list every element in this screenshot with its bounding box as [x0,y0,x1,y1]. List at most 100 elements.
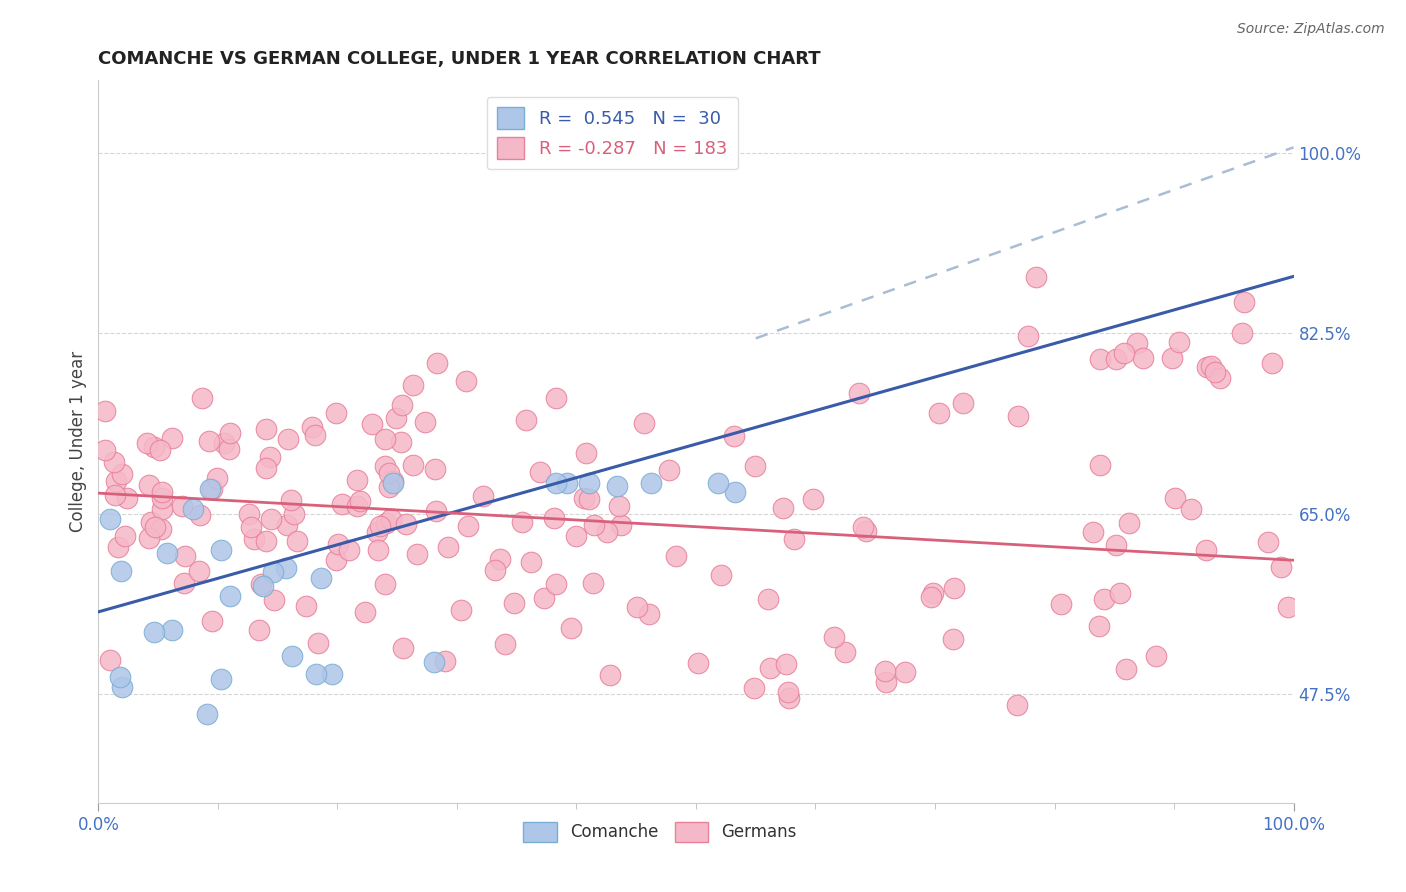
Point [188,564,211,578]
Point [546,391,568,405]
Point [709,140,731,154]
Point [855,524,877,538]
Point [114,529,136,543]
Point [564,529,586,543]
Point [520,555,543,569]
Point [578,475,600,490]
Point [1180,502,1202,516]
Point [325,553,347,567]
Point [1160,351,1182,366]
Point [1230,326,1253,341]
Point [243,533,266,547]
Point [1195,360,1218,375]
Point [301,420,323,434]
Point [533,591,555,605]
Point [942,582,965,596]
Point [457,519,479,533]
Point [664,549,686,563]
Point [260,512,283,526]
Point [744,458,766,473]
Point [426,356,449,370]
Point [209,543,232,558]
Text: COMANCHE VS GERMAN COLLEGE, UNDER 1 YEAR CORRELATION CHART: COMANCHE VS GERMAN COLLEGE, UNDER 1 YEAR… [98,50,821,68]
Point [240,520,263,534]
Point [572,491,595,505]
Point [197,434,219,448]
Point [920,590,942,604]
Point [834,645,856,659]
Point [658,463,681,477]
Point [688,656,710,670]
Point [610,517,633,532]
Point [143,520,166,534]
Point [1118,516,1140,530]
Point [108,670,131,684]
Point [633,416,655,430]
Point [1092,592,1115,607]
Point [1168,335,1191,350]
Point [173,575,195,590]
Point [1025,269,1047,284]
Point [402,458,425,473]
Point [1115,663,1137,677]
Point [1257,535,1279,549]
Point [219,425,242,440]
Point [367,543,389,558]
Point [1277,599,1299,614]
Point [247,623,270,637]
Point [254,533,277,548]
Point [156,546,179,560]
Point [349,493,371,508]
Point [823,630,845,644]
Point [107,540,129,554]
Point [115,491,138,506]
Point [1270,559,1292,574]
Point [276,518,298,533]
Point [1233,294,1256,309]
Point [778,690,800,705]
Point [484,564,506,578]
Point [198,482,221,496]
Point [325,406,347,420]
Point [801,492,824,507]
Point [138,478,160,492]
Point [783,532,806,546]
Point [262,566,284,580]
Point [150,501,173,516]
Point [103,455,125,469]
Point [560,621,582,635]
Point [756,592,779,607]
Point [374,459,396,474]
Point [555,475,578,490]
Point [607,500,630,514]
Point [170,499,193,513]
Point [1017,329,1039,343]
Point [98,512,121,526]
Point [276,561,298,575]
Point [285,533,308,548]
Point [529,465,551,479]
Point [307,636,329,650]
Point [413,415,436,429]
Point [494,637,516,651]
Point [710,568,733,582]
Point [1090,458,1112,472]
Point [150,485,173,500]
Point [723,429,745,443]
Point [200,614,222,628]
Point [952,395,974,409]
Point [1164,491,1187,505]
Point [382,475,405,490]
Point [382,474,405,488]
Point [361,417,384,431]
Point [368,518,391,533]
Point [212,436,235,450]
Point [377,480,399,494]
Point [1005,698,1028,712]
Point [136,435,159,450]
Point [1204,365,1226,379]
Point [385,410,408,425]
Point [1081,525,1104,540]
Point [280,492,302,507]
Point [304,428,326,442]
